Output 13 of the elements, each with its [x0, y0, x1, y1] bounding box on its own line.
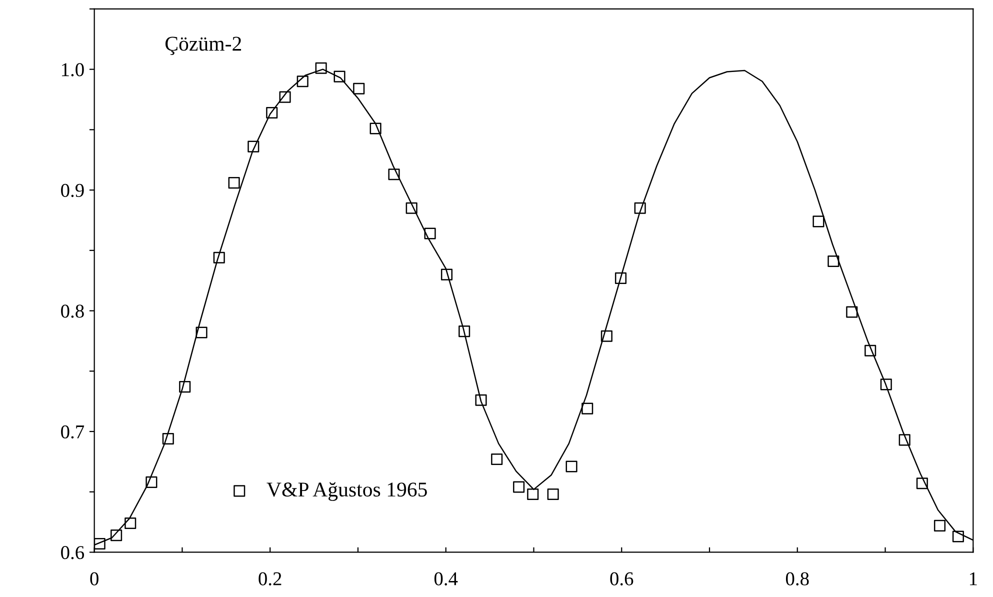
y-tick-label: 0.8: [61, 304, 84, 318]
y-tick-label: 0.9: [61, 184, 84, 198]
x-tick-label: 0.4: [434, 572, 458, 586]
x-tick-label: 0.8: [786, 572, 809, 586]
x-tick-label: 0.2: [258, 572, 282, 586]
x-tick-label: 1: [970, 572, 977, 586]
y-tick-label: 0.7: [61, 425, 84, 439]
annotation: Çözüm-2: [165, 36, 242, 56]
x-tick-label: 0: [90, 572, 98, 586]
y-tick-label: 0.6: [61, 546, 84, 560]
legend-label: V&P Ağustos 1965: [266, 482, 427, 501]
y-tick-label: 1.0: [62, 63, 84, 76]
x-tick-label: 0.6: [610, 572, 634, 586]
